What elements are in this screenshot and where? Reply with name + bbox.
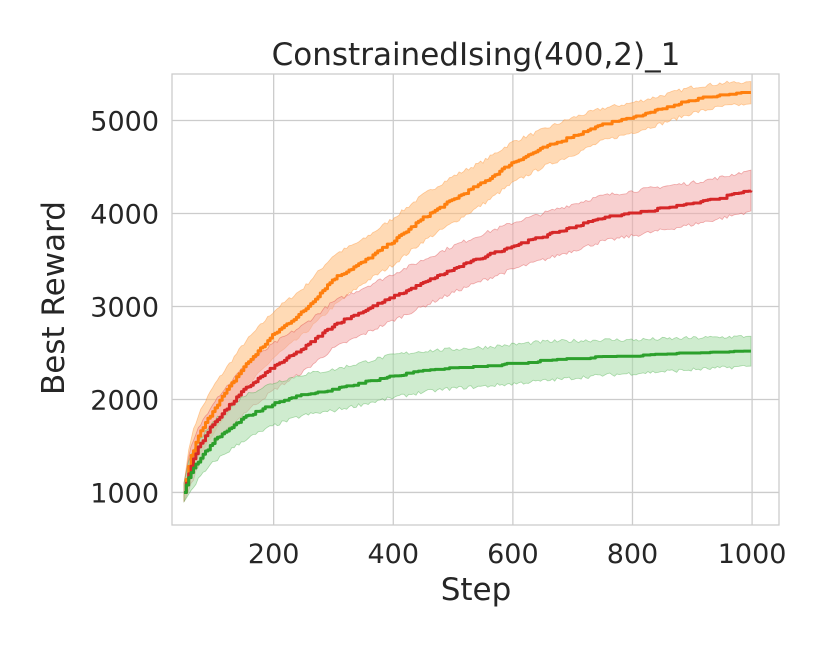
series-lines [184, 91, 753, 494]
y-tick-label: 5000 [90, 106, 159, 137]
confidence-band [183, 80, 752, 502]
plot-frame [171, 73, 780, 526]
x-tick-label: 200 [248, 539, 300, 570]
chart-title: ConstrainedIsing(400,2)_1 [272, 37, 681, 73]
series-line [184, 349, 751, 494]
series-line [184, 91, 751, 494]
x-tick-label: 800 [607, 539, 659, 570]
y-axis-ticks: 1000 2000 3000 4000 5000 [90, 106, 159, 509]
y-tick-label: 2000 [90, 385, 159, 416]
confidence-band [183, 335, 752, 504]
x-tick-label: 1000 [718, 539, 787, 570]
x-axis-label: Step [441, 572, 512, 608]
y-tick-label: 1000 [90, 478, 159, 509]
y-axis-label: Best Reward [36, 201, 72, 395]
confidence-bands [183, 80, 752, 504]
series-line [184, 189, 753, 494]
y-tick-label: 3000 [90, 292, 159, 323]
x-axis-ticks: 200 400 600 800 1000 [248, 539, 787, 570]
y-tick-label: 4000 [90, 199, 159, 230]
x-tick-label: 400 [367, 539, 419, 570]
grid [172, 74, 779, 525]
x-tick-label: 600 [487, 539, 539, 570]
